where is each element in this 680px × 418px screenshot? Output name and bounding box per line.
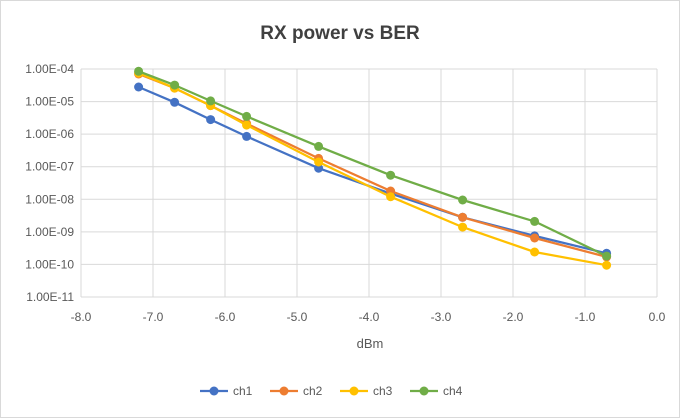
x-axis-title: dBm <box>357 336 384 351</box>
data-point-ch4 <box>206 96 216 106</box>
series-ch4 <box>134 66 612 261</box>
legend: ch1 ch2 ch3 ch4 <box>200 384 463 398</box>
gridlines <box>80 68 658 298</box>
chart-title: RX power vs BER <box>260 23 420 44</box>
y-tick-label: 1.00E-04 <box>25 62 74 76</box>
legend-label-ch4: ch4 <box>443 384 463 398</box>
legend-marker-ch4 <box>419 386 429 396</box>
data-point-ch3 <box>386 192 396 202</box>
legend-marker-ch3 <box>349 386 359 396</box>
x-tick-label: -3.0 <box>431 310 452 324</box>
data-point-ch3 <box>458 222 468 232</box>
data-point-ch4 <box>530 216 540 226</box>
legend-marker-ch2 <box>279 386 289 396</box>
y-tick-label: 1.00E-10 <box>25 257 74 271</box>
x-tick-label: -8.0 <box>71 310 92 324</box>
x-tick-label: 0.0 <box>649 310 666 324</box>
data-point-ch4 <box>134 66 144 76</box>
data-point-ch4 <box>314 141 324 151</box>
data-point-ch1 <box>314 163 324 173</box>
data-point-ch4 <box>458 195 468 205</box>
data-point-ch4 <box>602 251 612 261</box>
legend-item-ch1: ch1 <box>200 384 253 398</box>
data-point-ch2 <box>458 212 468 222</box>
data-point-ch2 <box>530 233 540 243</box>
x-tick-label: -4.0 <box>359 310 380 324</box>
series-ch1 <box>134 82 612 258</box>
legend-item-ch2: ch2 <box>270 384 323 398</box>
legend-label-ch2: ch2 <box>303 384 323 398</box>
data-point-ch3 <box>314 157 324 167</box>
y-axis-ticks: 1.00E-11 1.00E-10 1.00E-09 1.00E-08 1.00E-07… <box>25 62 74 304</box>
data-point-ch1 <box>206 115 216 125</box>
data-point-ch4 <box>386 170 396 180</box>
plot-series <box>134 66 612 270</box>
series-line-ch1 <box>138 85 607 255</box>
data-point-ch4 <box>170 80 180 90</box>
x-axis-ticks: -8.0 -7.0 -6.0 -5.0 -4.0 -3.0 -2.0 -1.0 0.0 <box>71 310 666 324</box>
y-tick-label: 1.00E-09 <box>25 225 74 239</box>
data-point-ch1 <box>170 97 180 107</box>
legend-label-ch1: ch1 <box>233 384 253 398</box>
data-point-ch1 <box>134 82 144 92</box>
x-tick-label: -6.0 <box>215 310 236 324</box>
y-tick-label: 1.00E-05 <box>25 95 74 109</box>
legend-label-ch3: ch3 <box>373 384 393 398</box>
x-tick-label: -2.0 <box>503 310 524 324</box>
data-point-ch3 <box>242 120 252 130</box>
x-tick-label: -1.0 <box>575 310 596 324</box>
legend-marker-ch1 <box>209 386 219 396</box>
legend-item-ch3: ch3 <box>340 384 393 398</box>
data-point-ch4 <box>242 111 252 121</box>
y-tick-label: 1.00E-08 <box>25 192 74 206</box>
y-tick-label: 1.00E-11 <box>26 290 74 304</box>
data-point-ch1 <box>242 131 252 141</box>
data-point-ch3 <box>530 247 540 257</box>
y-tick-label: 1.00E-07 <box>25 160 74 174</box>
data-point-ch3 <box>602 260 612 270</box>
legend-item-ch4: ch4 <box>410 384 463 398</box>
y-tick-label: 1.00E-06 <box>25 127 74 141</box>
x-tick-label: -5.0 <box>287 310 308 324</box>
x-tick-label: -7.0 <box>143 310 164 324</box>
